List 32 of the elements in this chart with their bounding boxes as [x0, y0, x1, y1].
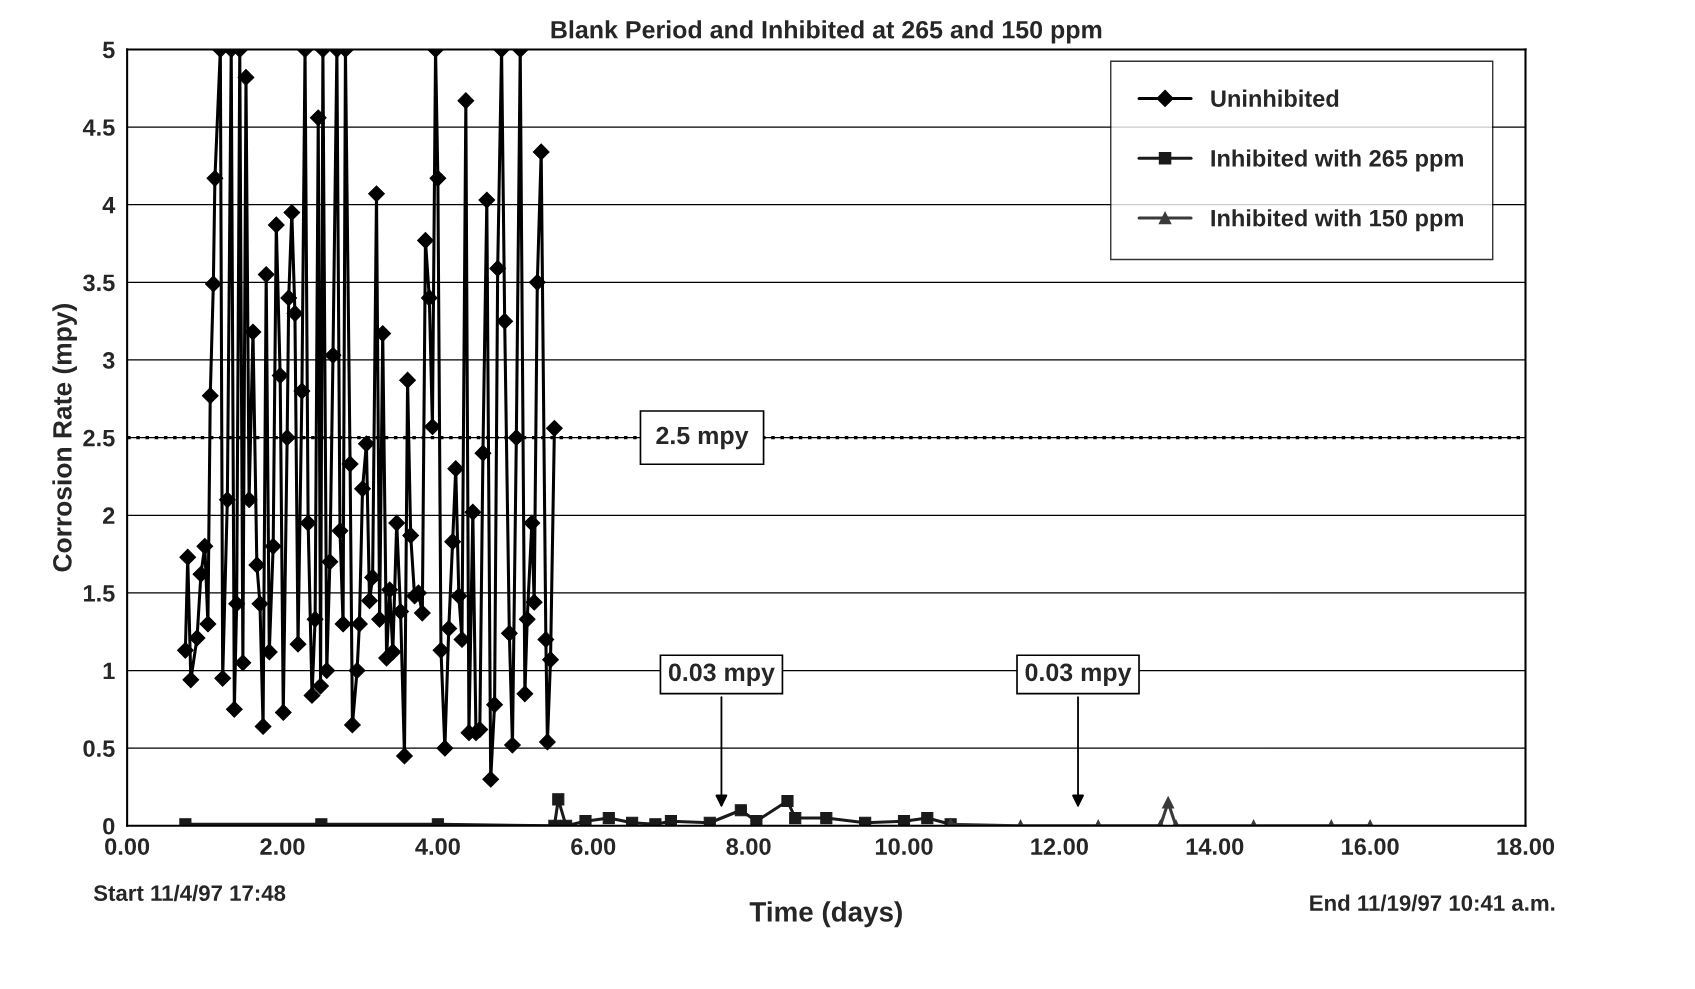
y-tick-label: 4.5 [82, 119, 115, 136]
y-tick-label: 3.5 [83, 274, 115, 292]
annotation: 0.03 mpy [668, 663, 775, 687]
x-tick-label: 18.00 [1497, 838, 1555, 855]
y-tick-label: 5 [102, 41, 115, 59]
y-tick-label: 4 [102, 197, 116, 214]
x-tick-label: 2.00 [260, 838, 305, 855]
annotation: 0.03 mpy [1025, 663, 1132, 687]
x-axis-title: Time (days) [749, 901, 902, 928]
y-tick-label: 3 [102, 352, 115, 369]
x-tick-label: 12.00 [1031, 838, 1088, 855]
x-tick-label: 6.00 [571, 838, 616, 855]
x-tick-label: 16.00 [1342, 838, 1399, 855]
y-tick-label: 0 [103, 817, 115, 835]
x-tick-label: 14.00 [1186, 838, 1244, 855]
y-tick-label: 2.5 [83, 429, 115, 447]
y-tick-label: 0.5 [83, 740, 115, 757]
y-axis-title: Corrosion Rate (mpy) [52, 304, 77, 572]
y-tick-label: 2 [103, 507, 115, 524]
x-tick-label: 4.00 [415, 838, 460, 855]
x-tick-label: 10.00 [875, 838, 933, 855]
legend-label: Inhibited with 265 ppm [1211, 149, 1463, 172]
ref-line-label: 2.5 mpy [656, 426, 749, 450]
legend-label: Uninhibited [1211, 89, 1339, 107]
chart-title: Blank Period and Inhibited at 265 and 150 ppm [551, 20, 1102, 44]
text: Start 11/4/97 17:48 [93, 884, 286, 902]
x-tick-label: 0.00 [105, 838, 150, 855]
legend-label: Inhibited with 150 ppm [1211, 209, 1463, 232]
y-tick-label: 1.5 [83, 585, 115, 602]
y-tick-label: 1 [103, 662, 115, 680]
text: End 11/19/97 10:41 a.m. [1310, 894, 1555, 912]
x-tick-label: 8.00 [726, 838, 771, 855]
